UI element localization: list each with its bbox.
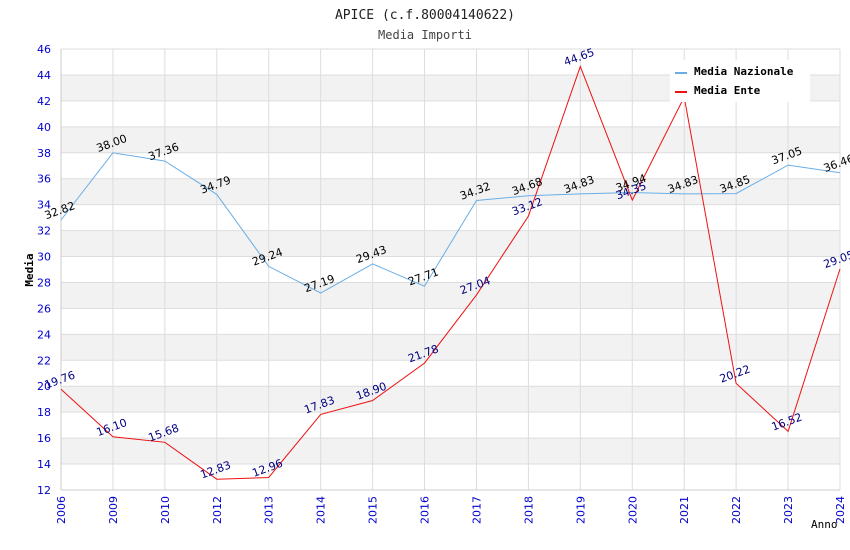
grid-band xyxy=(61,178,840,205)
y-tick-label: 34 xyxy=(37,199,51,212)
x-tick-label: 2012 xyxy=(211,496,224,524)
y-tick-label: 24 xyxy=(37,328,51,341)
y-tick-label: 44 xyxy=(37,69,51,82)
x-tick-label: 2024 xyxy=(834,496,847,524)
x-tick-label: 2006 xyxy=(55,496,68,524)
grid-band xyxy=(61,282,840,309)
legend: Media Nazionale Media Ente xyxy=(670,60,810,102)
series-line xyxy=(60,152,841,294)
y-tick-label: 38 xyxy=(37,147,51,160)
y-tick-label: 28 xyxy=(37,276,51,289)
x-tick-label: 2014 xyxy=(315,496,328,524)
x-axis-label: Anno xyxy=(811,518,838,531)
grid-band xyxy=(61,126,840,153)
x-tick-label: 2021 xyxy=(678,496,691,524)
data-label: 36.46 xyxy=(822,152,850,175)
grid-band xyxy=(61,334,840,361)
chart-subtitle: Media Importi xyxy=(378,28,472,42)
series-lines xyxy=(60,65,841,480)
y-axis-label: Media xyxy=(23,253,36,286)
x-tick-labels: 2006 2009 2010 2012 2013 2014 2015 2016 2017 2018… xyxy=(55,496,847,524)
y-tick-label: 18 xyxy=(37,406,51,419)
grid-lines xyxy=(60,48,841,491)
data-label: 20.22 xyxy=(718,363,752,386)
y-tick-label: 26 xyxy=(37,302,51,315)
x-tick-label: 2020 xyxy=(626,496,639,524)
x-tick-label: 2010 xyxy=(159,496,172,524)
y-tick-labels: 12 14 16 18 20 22 24 26 28 30 32 34 36 38 40 42 44 46 xyxy=(37,43,51,497)
y-tick-label: 14 xyxy=(37,458,51,471)
series-line xyxy=(60,65,841,480)
x-tick-label: 2015 xyxy=(367,496,380,524)
grid-band xyxy=(61,438,840,465)
x-tick-label: 2022 xyxy=(730,496,743,524)
y-tick-label: 16 xyxy=(37,432,51,445)
x-tick-label: 2018 xyxy=(522,496,535,524)
background-bands xyxy=(61,74,840,465)
y-tick-label: 40 xyxy=(37,121,51,134)
x-tick-label: 2017 xyxy=(470,496,483,524)
axes xyxy=(60,49,840,491)
grid-band xyxy=(61,386,840,413)
y-tick-label: 36 xyxy=(37,173,51,186)
y-tick-label: 42 xyxy=(37,95,51,108)
x-tick-label: 2016 xyxy=(419,496,432,524)
x-tick-label: 2023 xyxy=(782,496,795,524)
chart-title: APICE (c.f.80004140622) xyxy=(335,8,515,23)
y-tick-label: 20 xyxy=(37,380,51,393)
legend-label: Media Nazionale xyxy=(694,65,794,78)
legend-box xyxy=(670,60,810,102)
x-tick-label: 2013 xyxy=(263,496,276,524)
y-tick-label: 12 xyxy=(37,484,51,497)
y-tick-label: 22 xyxy=(37,354,51,367)
y-tick-label: 32 xyxy=(37,225,51,238)
x-tick-label: 2019 xyxy=(574,496,587,524)
y-tick-label: 30 xyxy=(37,251,51,264)
legend-label: Media Ente xyxy=(694,84,761,97)
y-tick-label: 46 xyxy=(37,43,51,56)
x-tick-label: 2009 xyxy=(107,496,120,524)
